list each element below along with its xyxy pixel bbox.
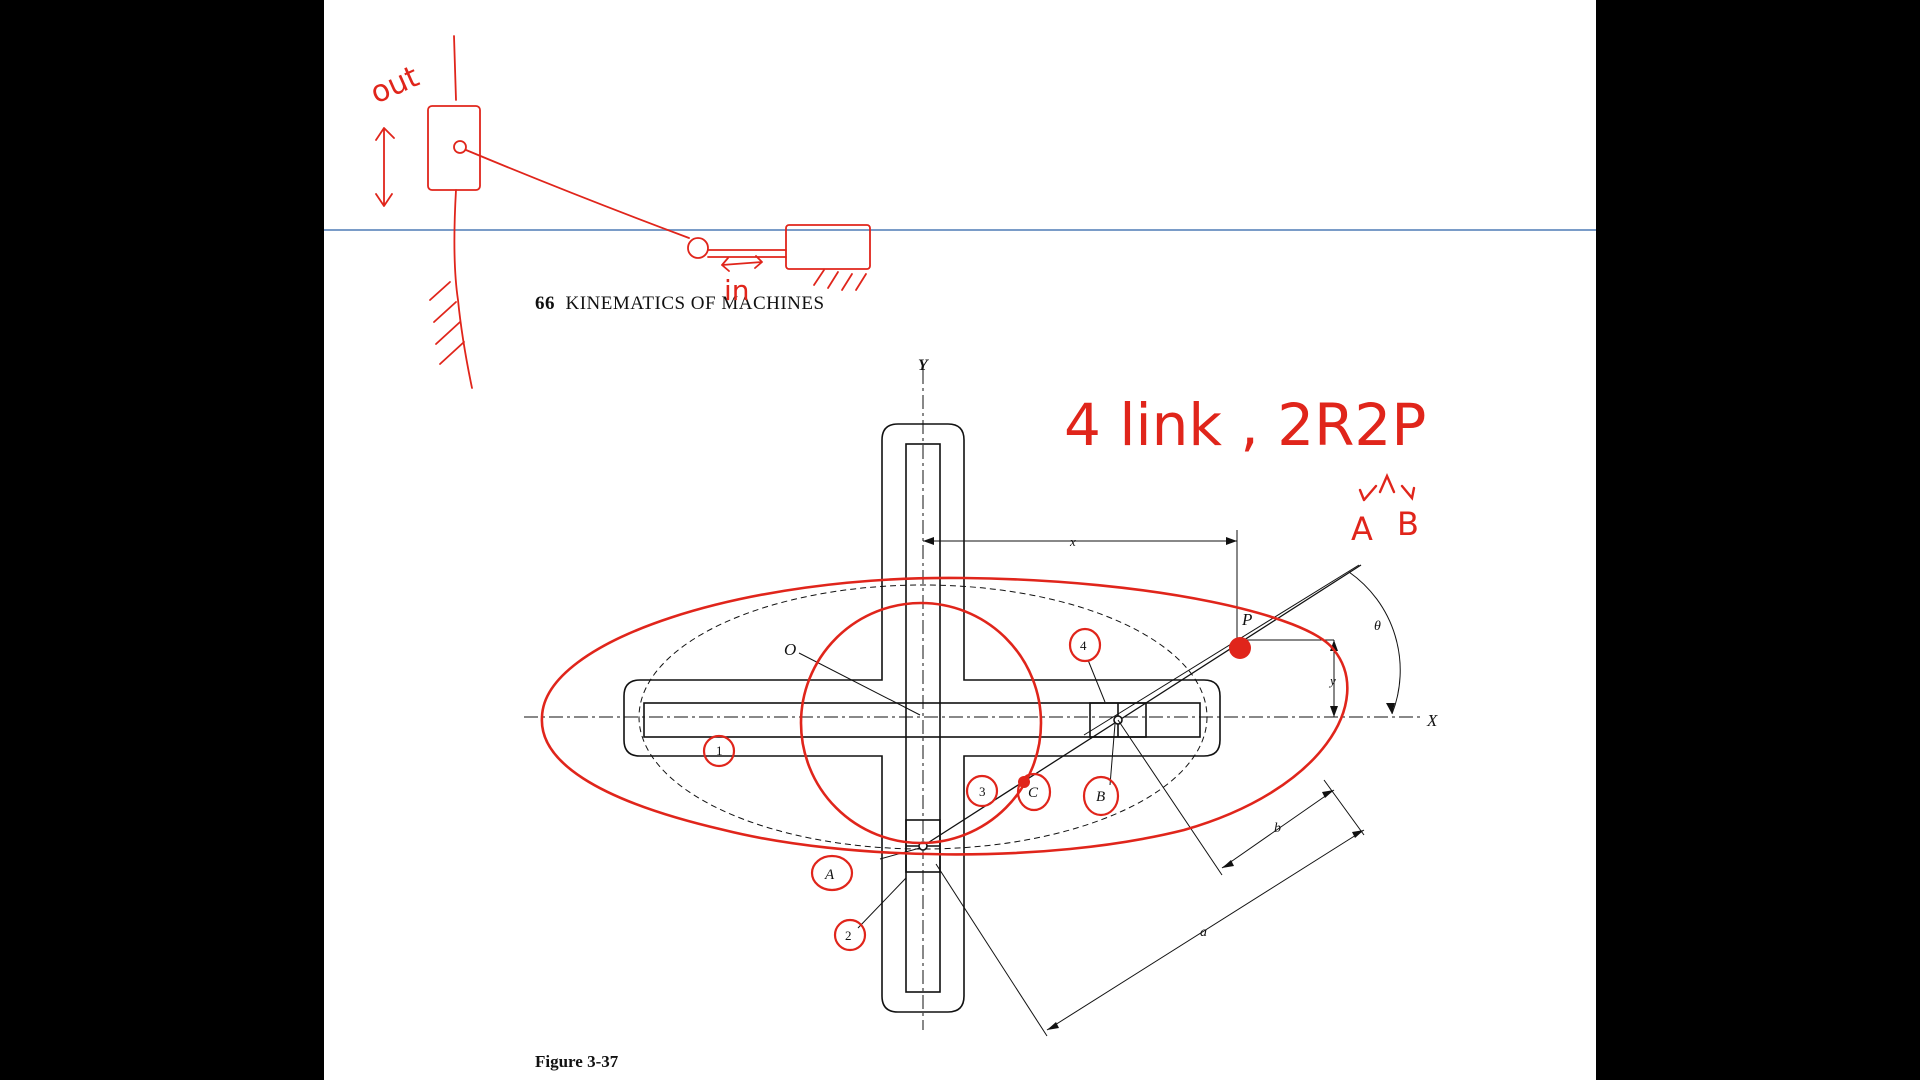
point-p-dot: [1229, 637, 1251, 659]
sketch-crank-pin: [687, 237, 709, 259]
coupler-line: [922, 564, 1362, 847]
link-3-label: 3: [979, 784, 986, 799]
printed-ellipse: [638, 584, 1208, 850]
chapter-title: KINEMATICS OF MACHINES: [565, 293, 825, 314]
sketch-cylinder: [785, 224, 871, 270]
sketch-piston-rod: [707, 249, 787, 258]
red-annotations: [375, 35, 1349, 952]
o-leader: [798, 652, 921, 716]
red-ellipse-path: [540, 576, 1349, 856]
a-dimension-line: [1046, 829, 1365, 1031]
link-4-label: 4: [1080, 638, 1087, 653]
circle-point-c: [1016, 772, 1052, 812]
note-summary: 4 link , 2R2P: [1064, 391, 1426, 459]
circle-point-a: [810, 854, 854, 892]
circle-link-2: [833, 918, 867, 952]
b-extension-line: [1117, 719, 1223, 876]
sketch-slider: [427, 105, 481, 191]
x-axis-label: X: [1426, 711, 1438, 730]
y-dim-label: y: [1328, 673, 1336, 688]
point-c-dot: [1018, 776, 1030, 788]
theta-line: [1083, 564, 1360, 736]
mechanism-drawing: [524, 370, 1424, 1037]
vertical-slot: [905, 443, 941, 993]
cross-frame-outer: [623, 423, 1221, 1013]
circle-point-b: [1082, 775, 1120, 817]
x-arrow-right: [1226, 537, 1237, 545]
circle-link-1: [702, 734, 736, 768]
theta-arrow: [1386, 703, 1395, 714]
x-arrow-left: [923, 537, 934, 545]
a-arrow-left: [1047, 1022, 1059, 1030]
sketch-horizontal-arrow: [721, 255, 763, 272]
circle-link-4: [1068, 627, 1102, 663]
sketch-vertical-arrow: [375, 127, 395, 207]
link-2-label: 2: [845, 928, 852, 943]
figure-labels: Y X x y θ a b O P A B C 1 2 3 4: [716, 357, 1438, 943]
a-dim-label: a: [1200, 925, 1207, 940]
link4-leader: [1087, 659, 1106, 703]
b-dimension-line: [1221, 789, 1335, 869]
circle-link-3: [965, 774, 999, 808]
b-leader: [1109, 723, 1116, 786]
figure-caption: Figure 3-37: [535, 1052, 619, 1071]
sketch-rod: [465, 149, 690, 239]
theta-arc: [1348, 571, 1401, 715]
point-p-label: P: [1241, 610, 1252, 629]
b-dim-label: b: [1274, 821, 1281, 836]
page-header: 66 KINEMATICS OF MACHINES: [535, 293, 825, 315]
figure-3-37: Y X x y θ a b O P A B C 1 2 3 4: [365, 35, 1438, 1037]
point-c-label: C: [1028, 785, 1039, 801]
red-circle: [799, 601, 1043, 845]
note-joint-a: A: [1351, 510, 1373, 548]
y-arrow-bottom: [1330, 706, 1338, 717]
b-extension-right: [1323, 779, 1365, 836]
note-split-arrows: [1358, 473, 1416, 502]
point-o-label: O: [784, 640, 796, 659]
horizontal-slot: [643, 702, 1201, 738]
sketch-ground-hatch: [429, 281, 465, 365]
sketch-slider-pin: [453, 140, 467, 154]
page-number: 66: [535, 293, 555, 314]
note-in: in: [724, 274, 750, 307]
sketch-rail: [453, 35, 473, 389]
x-dim-label: x: [1069, 534, 1076, 549]
note-out: out: [365, 59, 424, 111]
note-joint-b: B: [1397, 505, 1419, 543]
link-1-label: 1: [716, 743, 723, 758]
b-arrow-left: [1222, 860, 1234, 868]
point-a-label: A: [824, 867, 835, 883]
point-b-label: B: [1096, 789, 1105, 805]
link2-leader: [857, 877, 907, 929]
theta-label: θ: [1374, 619, 1381, 634]
a-extension-line: [935, 863, 1048, 1037]
b-arrow-right: [1322, 790, 1334, 798]
document-page: 66 KINEMATICS OF MACHINES: [324, 0, 1596, 1080]
unused: [1361, 565, 1364, 835]
sketch-cylinder-hatch: [813, 269, 867, 291]
a-arrow-right: [1352, 830, 1364, 838]
guide-line: [324, 229, 1596, 231]
y-axis-label: Y: [918, 357, 929, 374]
